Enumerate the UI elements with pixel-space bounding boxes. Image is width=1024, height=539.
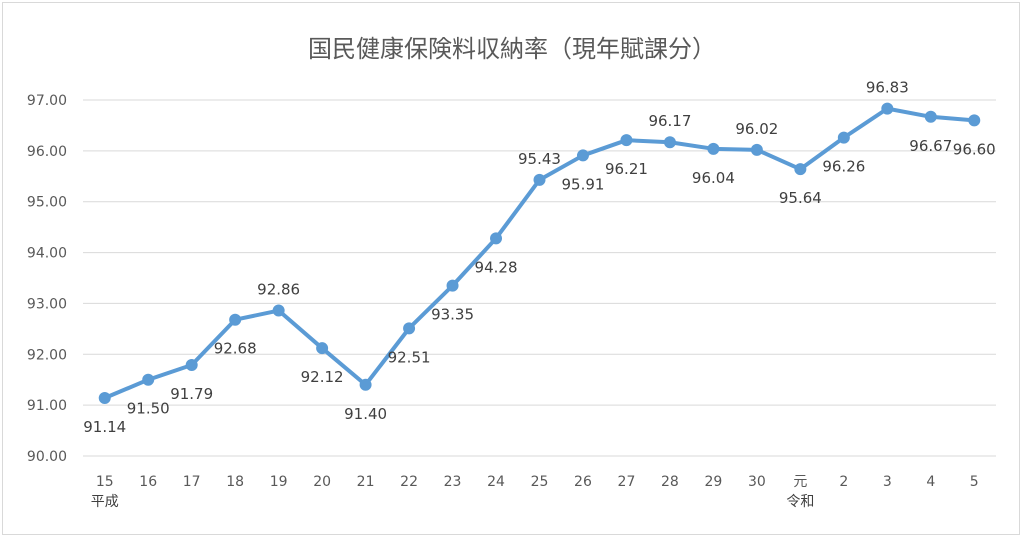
data-point [272, 304, 285, 317]
x-tick-label: 24 [487, 474, 505, 490]
x-tick-label: 20 [313, 474, 331, 490]
era-label: 平成 [91, 494, 119, 510]
x-tick-label: 2 [839, 474, 848, 490]
x-tick-label: 18 [226, 474, 244, 490]
y-tick-label: 93.00 [27, 296, 67, 312]
data-label: 94.28 [475, 258, 518, 276]
data-point [142, 373, 155, 386]
y-tick-label: 95.00 [27, 195, 67, 211]
data-label: 92.86 [257, 281, 300, 299]
y-tick-label: 96.00 [27, 144, 67, 160]
data-point [968, 114, 981, 127]
series-line [98, 102, 981, 405]
data-label: 92.51 [388, 348, 431, 366]
data-label: 91.79 [170, 385, 213, 403]
data-label: 93.35 [431, 306, 474, 324]
x-tick-label: 22 [400, 474, 418, 490]
data-point [576, 149, 589, 162]
data-label: 91.14 [83, 418, 126, 436]
data-label: 96.83 [866, 79, 909, 97]
data-point [663, 136, 676, 149]
era-label: 令和 [786, 494, 814, 510]
x-tick-label: 25 [531, 474, 549, 490]
data-point [620, 134, 633, 147]
data-point [185, 358, 198, 371]
data-label: 96.17 [648, 112, 691, 130]
data-point [837, 131, 850, 144]
x-tick-label: 元 [793, 474, 807, 490]
data-point [229, 313, 242, 326]
data-label: 95.91 [561, 175, 604, 193]
data-label: 92.12 [301, 368, 344, 386]
data-label: 95.64 [779, 189, 822, 207]
x-tick-label: 29 [704, 474, 722, 490]
x-tick-label: 19 [270, 474, 288, 490]
data-label: 91.50 [127, 400, 170, 418]
data-point [490, 232, 503, 245]
data-label: 95.43 [518, 150, 561, 168]
y-tick-label: 94.00 [27, 246, 67, 262]
data-point [924, 110, 937, 123]
data-point [446, 279, 459, 292]
x-tick-label: 4 [926, 474, 935, 490]
data-label: 91.40 [344, 405, 387, 423]
data-point [403, 322, 416, 335]
y-tick-label: 91.00 [27, 398, 67, 414]
data-point [533, 173, 546, 186]
x-tick-label: 15 [96, 474, 114, 490]
data-point [98, 392, 111, 405]
x-axis: 15 16 17 18 19 20 21 22 23 24 25 26 27 28 29 30 元 2 3 4 5平成令… [91, 474, 979, 510]
data-label: 96.67 [909, 137, 952, 155]
data-point [707, 142, 720, 155]
data-point [359, 378, 372, 391]
chart-title: 国民健康保険料収納率（現年賦課分） [308, 35, 716, 63]
x-tick-label: 28 [661, 474, 679, 490]
x-tick-label: 30 [748, 474, 766, 490]
x-tick-label: 16 [139, 474, 157, 490]
data-label: 92.68 [214, 340, 257, 358]
y-axis: 90.00 91.00 92.00 93.00 94.00 95.00 96.00 97.00 [27, 93, 67, 465]
y-tick-label: 92.00 [27, 347, 67, 363]
data-label: 96.04 [692, 169, 735, 187]
y-tick-label: 97.00 [27, 93, 67, 109]
x-tick-label: 27 [618, 474, 636, 490]
data-point [881, 102, 894, 115]
data-label: 96.26 [822, 158, 865, 176]
x-tick-label: 3 [883, 474, 892, 490]
data-label: 96.60 [953, 140, 996, 158]
x-tick-label: 26 [574, 474, 592, 490]
data-point [316, 342, 329, 355]
gridlines [83, 99, 996, 457]
x-tick-label: 21 [357, 474, 375, 490]
x-tick-label: 23 [444, 474, 462, 490]
data-point [750, 143, 763, 156]
x-tick-label: 5 [970, 474, 979, 490]
y-tick-label: 90.00 [27, 449, 67, 465]
data-label: 96.21 [605, 160, 648, 178]
data-point [794, 163, 807, 176]
data-label: 96.02 [735, 120, 778, 138]
x-tick-label: 17 [183, 474, 201, 490]
